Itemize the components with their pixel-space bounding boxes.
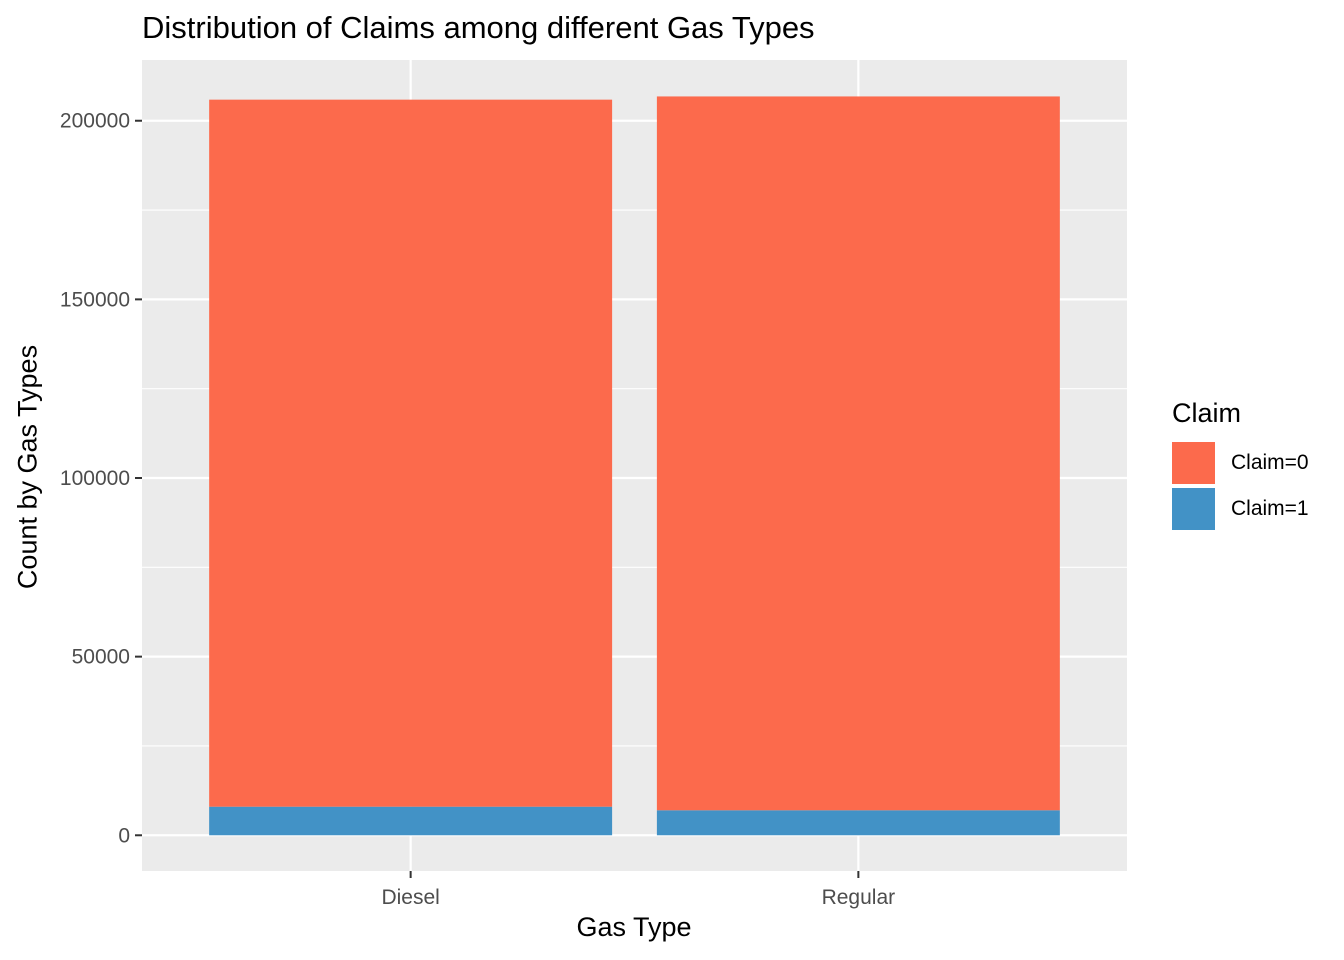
bar-diesel-claim-1: [209, 806, 613, 836]
y-tick-label-4: 200000: [60, 110, 130, 133]
x-tick-label-0: Diesel: [381, 886, 439, 909]
legend-item-claim-0: Claim=0: [1172, 441, 1309, 485]
legend-label-claim-0: Claim=0: [1231, 451, 1309, 474]
legend: Claim Claim=0 Claim=1: [1172, 398, 1309, 533]
chart-title: Distribution of Claims among different G…: [142, 10, 815, 45]
y-tick-label-2: 100000: [60, 467, 130, 490]
bar-regular-claim-1: [656, 810, 1060, 836]
x-tick-label-1: Regular: [822, 886, 896, 909]
legend-key-claim-1: [1172, 488, 1215, 530]
y-axis-title: Count by Gas Types: [12, 344, 43, 590]
x-axis-title: Gas Type: [576, 912, 692, 942]
bar-diesel-claim-0: [209, 99, 613, 807]
bar-regular-claim-0: [656, 96, 1060, 811]
y-tick-label-1: 50000: [72, 646, 130, 669]
legend-title: Claim: [1172, 398, 1242, 428]
legend-item-claim-1: Claim=1: [1172, 487, 1309, 531]
legend-key-claim-0: [1172, 442, 1215, 484]
y-tick-label-3: 150000: [60, 288, 130, 311]
y-tick-label-0: 0: [118, 824, 130, 847]
legend-label-claim-1: Claim=1: [1231, 497, 1309, 520]
